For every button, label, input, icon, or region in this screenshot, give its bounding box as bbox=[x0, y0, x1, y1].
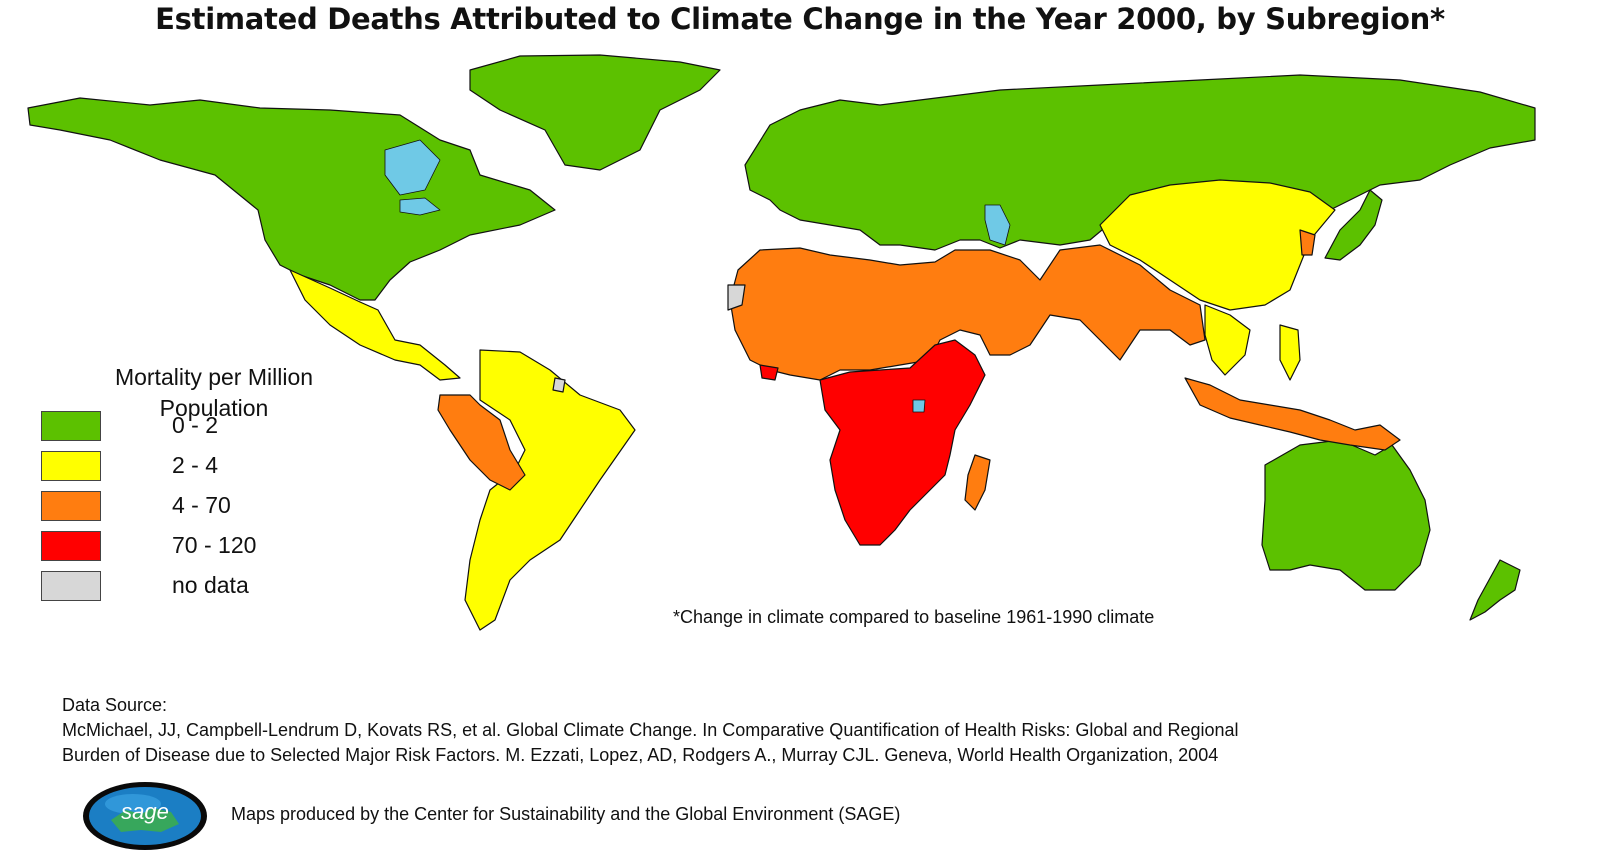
region-mexico-central-america bbox=[289, 269, 461, 381]
region-sub-saharan-africa bbox=[819, 339, 986, 546]
legend-swatch bbox=[41, 491, 101, 521]
region-north-africa-middle-east bbox=[729, 244, 1206, 381]
region-north-america bbox=[27, 97, 556, 301]
logo-text: sage bbox=[121, 799, 169, 824]
region-southeast-asia bbox=[1204, 304, 1251, 376]
footnote: *Change in climate compared to baseline … bbox=[673, 607, 1155, 627]
legend-swatch bbox=[41, 571, 101, 601]
source-line-2: Burden of Disease due to Selected Major … bbox=[62, 745, 1219, 765]
region-madagascar bbox=[964, 454, 991, 511]
great-lakes bbox=[399, 197, 441, 216]
legend-label: 2 - 4 bbox=[172, 452, 219, 478]
region-south-america-east bbox=[464, 349, 636, 631]
legend-title-line1: Mortality per Million bbox=[114, 364, 314, 390]
region-french-guiana bbox=[552, 377, 566, 393]
sage-logo bbox=[83, 782, 207, 850]
legend-label: 70 - 120 bbox=[172, 532, 257, 558]
region-western-sahara bbox=[727, 284, 746, 311]
region-philippines bbox=[1279, 324, 1301, 381]
legend-swatch bbox=[41, 531, 101, 561]
source-line-1: McMichael, JJ, Campbell-Lendrum D, Kovat… bbox=[62, 720, 1239, 740]
legend-label: 4 - 70 bbox=[172, 492, 231, 518]
region-south-america-west bbox=[437, 394, 526, 491]
legend-label: 0 - 2 bbox=[172, 412, 219, 438]
region-australia bbox=[1261, 439, 1431, 591]
caspian-sea bbox=[984, 204, 1011, 246]
region-new-zealand bbox=[1469, 559, 1521, 621]
region-greenland bbox=[469, 54, 721, 171]
region-indonesia bbox=[1184, 377, 1401, 451]
lake-victoria bbox=[912, 399, 926, 413]
world-map bbox=[27, 54, 1536, 631]
region-japan bbox=[1324, 189, 1383, 261]
hudson-bay bbox=[384, 139, 441, 196]
legend-label: no data bbox=[172, 572, 249, 598]
credit: Maps produced by the Center for Sustaina… bbox=[231, 804, 901, 824]
legend-title-line2: Population bbox=[159, 395, 269, 421]
region-west-africa-coast bbox=[759, 364, 779, 381]
map-title: Estimated Deaths Attributed to Climate C… bbox=[155, 2, 1445, 36]
legend-swatch bbox=[41, 411, 101, 441]
source-heading: Data Source: bbox=[62, 695, 168, 715]
legend-title: Mortality per Million Population bbox=[84, 362, 344, 424]
data-source: Data Source: McMichael, JJ, Campbell-Len… bbox=[62, 693, 1239, 768]
region-china-east-asia bbox=[1099, 179, 1336, 311]
region-korea bbox=[1299, 229, 1316, 256]
legend-swatch bbox=[41, 451, 101, 481]
